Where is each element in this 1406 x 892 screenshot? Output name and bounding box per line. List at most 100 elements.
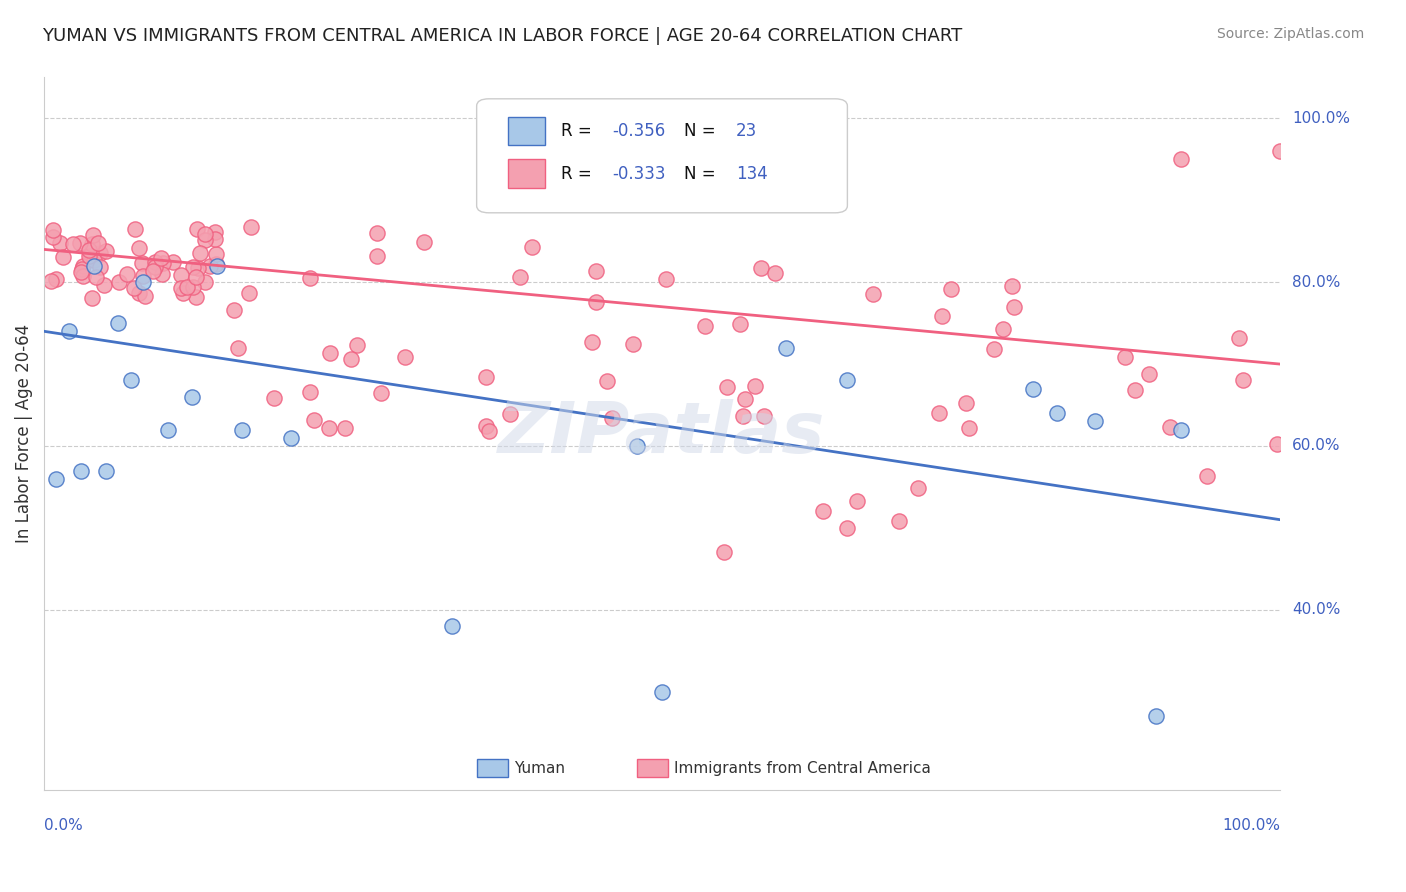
Point (366, 227, 388, 241)
Point (299, 271, 322, 285)
Point (149, 252, 172, 266)
Point (62, 237, 84, 252)
Point (302, 413, 325, 427)
Point (226, 342, 249, 356)
Point (928, 406, 950, 420)
Point (72, 269, 94, 284)
Point (394, 351, 416, 365)
Point (238, 286, 260, 301)
Point (152, 255, 174, 269)
Point (131, 256, 153, 270)
Point (333, 421, 356, 435)
Text: 100.0%: 100.0% (1222, 819, 1279, 833)
Text: 80.0%: 80.0% (1292, 275, 1341, 290)
Point (86, 269, 108, 284)
Point (142, 264, 165, 278)
Point (1159, 420, 1181, 434)
Point (96, 244, 118, 259)
Text: 0.0%: 0.0% (44, 819, 83, 833)
Point (128, 285, 150, 300)
Point (83, 253, 105, 268)
FancyBboxPatch shape (508, 160, 544, 188)
Point (1083, 414, 1105, 428)
Point (318, 346, 340, 360)
Point (263, 391, 285, 405)
Point (596, 375, 619, 389)
Point (150, 267, 173, 281)
Point (122, 280, 145, 294)
FancyBboxPatch shape (508, 117, 544, 145)
Point (474, 369, 496, 384)
Point (955, 395, 977, 409)
Point (1265, 437, 1288, 451)
Point (280, 431, 302, 445)
Point (1170, 153, 1192, 167)
Text: Source: ZipAtlas.com: Source: ZipAtlas.com (1216, 27, 1364, 41)
Y-axis label: In Labor Force | Age 20-64: In Labor Force | Age 20-64 (15, 324, 32, 543)
Point (69, 235, 91, 250)
Point (115, 268, 138, 282)
Point (170, 281, 193, 295)
Point (837, 374, 859, 388)
Point (1144, 709, 1167, 723)
Point (693, 319, 716, 334)
Point (1227, 331, 1250, 345)
Point (1001, 278, 1024, 293)
Point (107, 316, 129, 330)
Point (600, 410, 623, 425)
Point (176, 279, 198, 293)
Point (184, 269, 207, 284)
Point (318, 420, 340, 434)
Point (1137, 367, 1160, 381)
Point (475, 419, 498, 434)
Point (346, 337, 368, 351)
Point (1268, 144, 1291, 158)
Point (93, 278, 115, 293)
Point (77, 249, 100, 263)
Text: Immigrants from Central America: Immigrants from Central America (675, 761, 931, 776)
Point (716, 380, 738, 394)
Point (79, 244, 101, 258)
Point (509, 270, 531, 285)
Point (186, 222, 208, 236)
FancyBboxPatch shape (477, 759, 508, 777)
Point (728, 317, 751, 331)
Point (713, 545, 735, 559)
Point (194, 275, 217, 289)
Point (626, 439, 648, 453)
Point (957, 421, 980, 435)
Point (205, 246, 228, 260)
Point (39, 274, 62, 288)
Point (188, 246, 211, 260)
Point (811, 504, 834, 518)
Point (89, 245, 111, 260)
Point (205, 259, 228, 273)
Point (749, 260, 772, 275)
Point (181, 280, 204, 294)
Point (239, 220, 262, 235)
Point (194, 233, 217, 247)
Point (70, 464, 93, 478)
Point (181, 390, 204, 404)
Point (87, 236, 110, 251)
Point (991, 322, 1014, 336)
Text: 60.0%: 60.0% (1292, 439, 1341, 453)
Point (143, 255, 166, 269)
Point (42, 229, 65, 244)
Point (172, 286, 194, 301)
Point (132, 275, 155, 289)
Point (82, 228, 104, 243)
Point (89, 260, 111, 275)
Point (45, 472, 67, 486)
Point (734, 392, 756, 406)
Point (134, 289, 156, 303)
Point (183, 260, 205, 274)
Text: R =: R = (561, 122, 596, 140)
Point (651, 684, 673, 698)
Point (143, 260, 166, 274)
Point (107, 275, 129, 289)
Text: ZIPatlas: ZIPatlas (498, 400, 825, 468)
Point (70, 262, 93, 277)
Text: -0.356: -0.356 (613, 122, 666, 140)
Text: Yuman: Yuman (513, 761, 565, 776)
